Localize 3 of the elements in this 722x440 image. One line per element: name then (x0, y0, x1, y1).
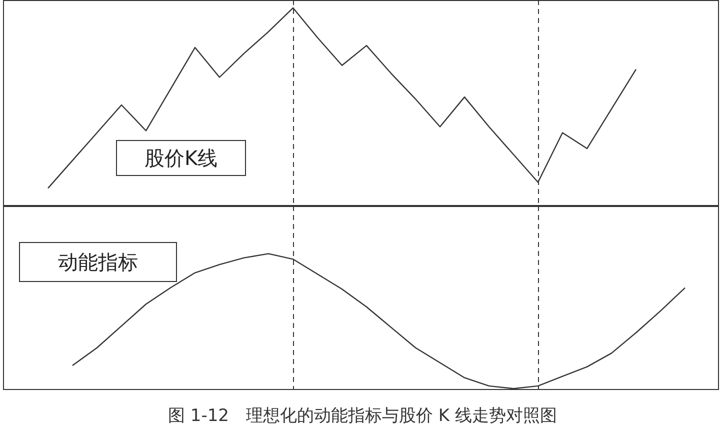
text-frame: 股价K线 (116, 140, 246, 176)
caption: 图 1-12 理想化的动能指标与股价 K 线走势对照图 (167, 405, 558, 427)
text-frame: 动能指标 (19, 242, 177, 282)
